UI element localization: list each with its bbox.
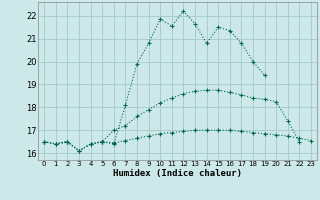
X-axis label: Humidex (Indice chaleur): Humidex (Indice chaleur) — [113, 169, 242, 178]
